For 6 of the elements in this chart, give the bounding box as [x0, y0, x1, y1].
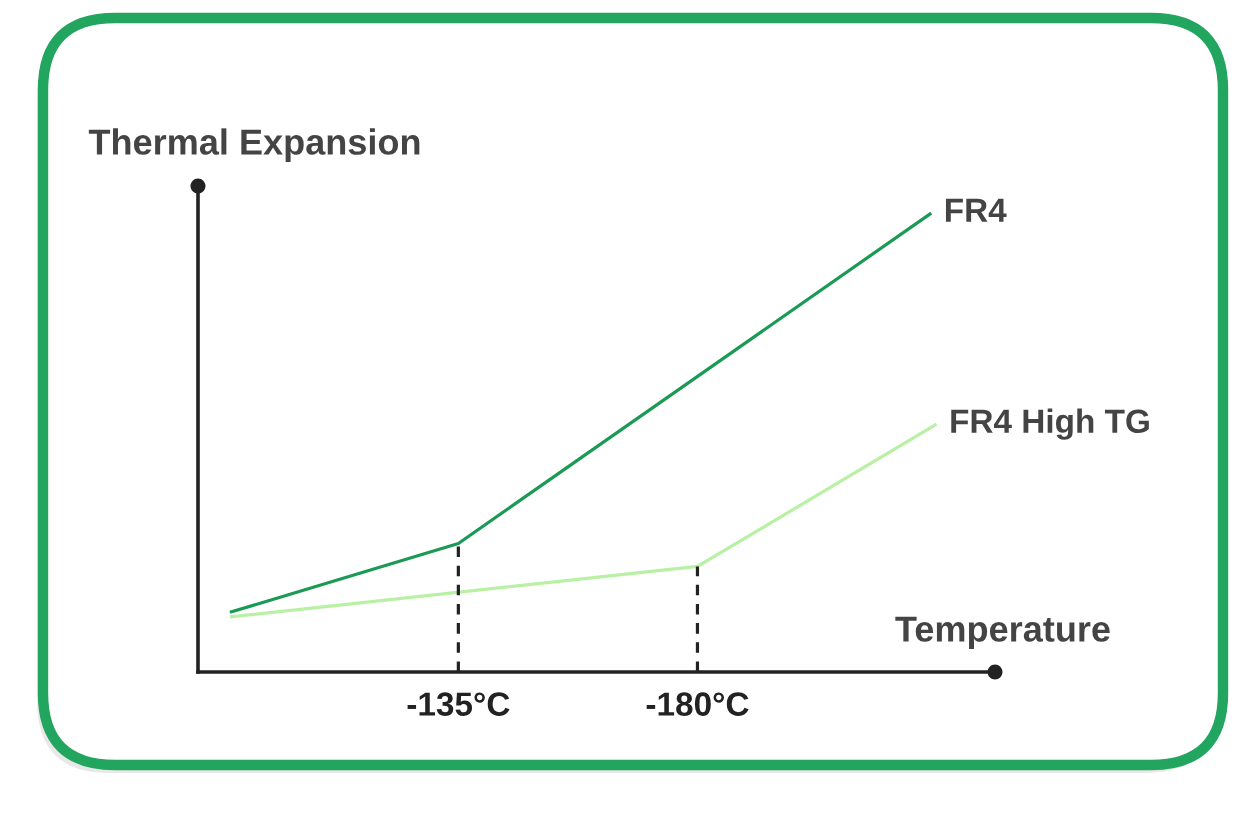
series-label: FR4 [945, 198, 1007, 222]
x-tick-label: -180°C [646, 692, 749, 716]
x-axis-title: Temperature [895, 616, 1110, 649]
y-axis-title: Thermal Expansion [88, 128, 420, 163]
x-tick-label: -135°C [407, 692, 510, 716]
series-label: FR4 High TG [951, 408, 1149, 440]
